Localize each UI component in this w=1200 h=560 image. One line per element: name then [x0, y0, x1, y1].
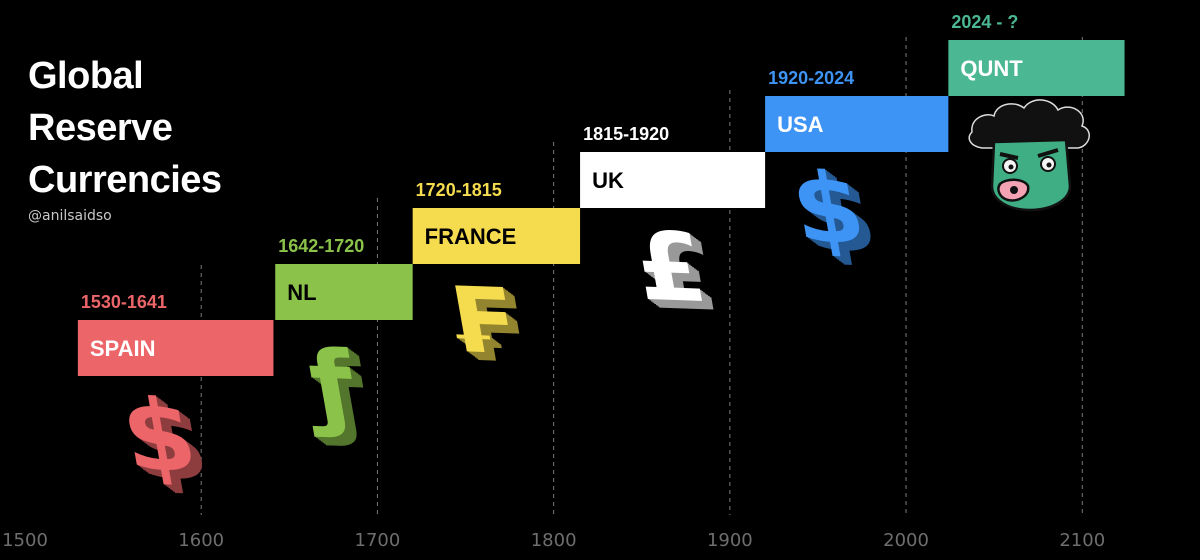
bar-usa	[765, 96, 949, 152]
grid-layer	[200, 37, 1083, 515]
period-label: 1720-1815	[416, 180, 502, 200]
dollar-3d-icon: $$$$$$$$	[784, 152, 885, 275]
dollar-3d-icon: $$$$$$$$	[113, 377, 216, 503]
zombie-face-icon	[968, 99, 1090, 212]
x-tick-label: 2100	[1059, 530, 1105, 551]
country-label: FRANCE	[425, 224, 517, 249]
bar-nl	[275, 264, 413, 320]
bar-uk	[580, 152, 766, 208]
country-label: SPAIN	[90, 336, 156, 361]
country-label: QUNT	[960, 56, 1023, 81]
bar-qunt	[948, 40, 1125, 96]
country-label: NL	[287, 280, 316, 305]
period-label: 1920-2024	[768, 68, 854, 88]
author-handle: @anilsaidso	[28, 208, 112, 224]
bar-france	[412, 208, 581, 264]
title-block: Global Reserve Currencies @anilsaidso	[28, 50, 222, 224]
country-label: USA	[777, 112, 824, 137]
period-label: 1530-1641	[81, 292, 167, 312]
x-tick-label: 1700	[355, 530, 401, 551]
x-tick-label: 1800	[531, 530, 577, 551]
x-tick-label: 1600	[178, 530, 224, 551]
x-tick-label: 1500	[2, 530, 48, 551]
bars-layer: 1530-1641 SPAIN 1642-1720 NL 1720-1815 FRANCE…	[77, 12, 1125, 376]
x-tick-label: 2000	[883, 530, 929, 551]
chart-title: Global Reserve Currencies	[28, 55, 222, 201]
franc-3d-icon: ₣₣₣₣₣₣₣₣	[438, 267, 533, 383]
bar-spain	[77, 320, 274, 376]
country-label: UK	[592, 168, 624, 193]
period-label: 1815-1920	[583, 124, 669, 144]
period-label: 2024 - ?	[951, 12, 1018, 32]
x-axis: 1500 1600 1700 1800 1900 2000 2100	[2, 530, 1105, 551]
x-tick-label: 1900	[707, 530, 753, 551]
period-label: 1642-1720	[278, 236, 364, 256]
pound-3d-icon: ££££££££	[626, 211, 725, 332]
